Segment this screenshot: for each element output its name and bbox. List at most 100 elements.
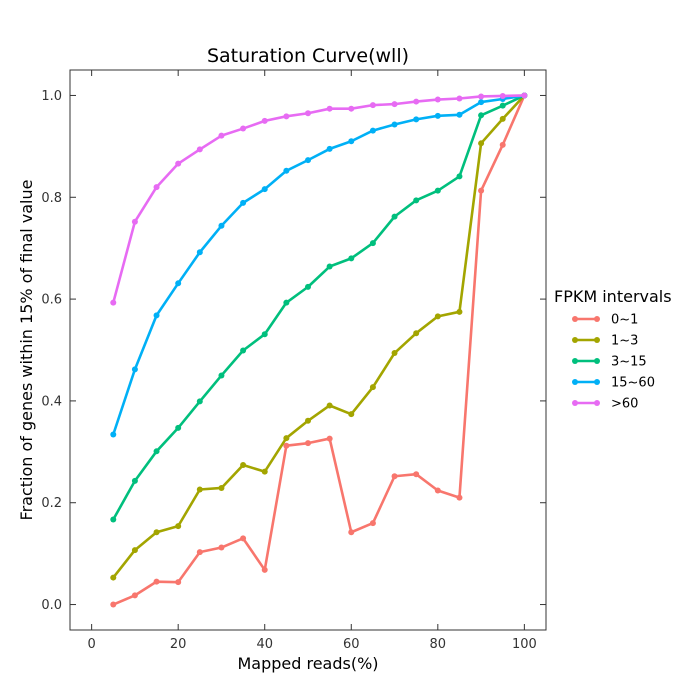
data-point (218, 222, 225, 229)
plot-frame (69, 69, 547, 631)
data-point (153, 312, 160, 319)
legend-label: 1~3 (611, 334, 638, 349)
series-2 (110, 92, 528, 581)
data-point (131, 218, 138, 225)
legend-swatch-point (572, 400, 578, 406)
y-tick-label: 0.8 (41, 191, 62, 206)
data-point (499, 141, 506, 148)
x-tick-label: 20 (170, 637, 187, 652)
data-point (369, 127, 376, 134)
data-point (521, 92, 528, 99)
data-point (305, 110, 311, 117)
data-point (131, 592, 138, 599)
data-point (153, 184, 160, 191)
data-point (348, 255, 355, 262)
data-point (131, 477, 138, 484)
data-point (175, 424, 182, 431)
legend-swatch-point (572, 379, 578, 385)
data-point (305, 283, 311, 290)
data-point (218, 372, 225, 379)
x-tick-label: 0 (87, 637, 95, 652)
data-point (499, 102, 506, 109)
data-point (369, 520, 376, 527)
chart-title: Saturation Curve(wll) (207, 45, 409, 67)
data-point (305, 157, 311, 164)
y-tick-label: 0.6 (41, 293, 62, 308)
data-point (283, 435, 290, 442)
y-tick-label: 0.2 (41, 496, 62, 511)
series-line (112, 94, 525, 435)
legend-item: 15~60 (572, 376, 655, 391)
data-point (196, 486, 203, 493)
data-point (348, 529, 355, 536)
series-line (112, 94, 525, 521)
legend-swatch-point (572, 316, 578, 322)
data-point (348, 105, 355, 112)
x-axis-label: Mapped reads(%) (237, 654, 378, 673)
data-point (175, 523, 182, 530)
data-point (110, 431, 117, 438)
legend-item: >60 (572, 397, 638, 412)
data-point (196, 146, 203, 153)
data-point (196, 249, 203, 256)
data-point (153, 578, 160, 585)
data-point (456, 308, 463, 315)
y-tick-label: 0.4 (41, 394, 62, 409)
series-3 (110, 92, 528, 523)
data-point (240, 199, 247, 206)
data-point (131, 547, 138, 554)
data-point (348, 411, 355, 418)
legend-swatch-point (594, 400, 600, 406)
series-line (112, 94, 526, 606)
data-point (326, 402, 333, 409)
legend-swatch-point (572, 337, 578, 343)
data-point (110, 574, 117, 581)
data-point (434, 313, 441, 320)
data-point (261, 186, 268, 193)
x-axis-ticks: 0 20 40 60 80 100 (87, 70, 537, 652)
data-point (153, 448, 160, 455)
x-tick-label: 80 (430, 637, 447, 652)
data-point (369, 102, 376, 109)
data-point (326, 263, 333, 270)
data-point (305, 417, 311, 424)
legend-item: 0~1 (572, 313, 638, 328)
data-point (110, 299, 117, 306)
x-tick-label: 100 (512, 637, 537, 652)
data-point (240, 347, 247, 354)
data-point (110, 516, 117, 523)
data-point (434, 112, 441, 119)
data-point (283, 442, 290, 449)
data-point (478, 140, 485, 147)
data-point (456, 494, 463, 501)
data-point (478, 112, 485, 119)
data-point (413, 197, 420, 204)
series-5 (110, 92, 528, 306)
legend-swatch-point (594, 316, 600, 322)
data-point (391, 473, 398, 480)
data-point (326, 145, 333, 152)
data-point (391, 350, 398, 357)
legend-swatch-point (594, 379, 600, 385)
data-point (413, 330, 420, 337)
legend-swatch-point (594, 337, 600, 343)
legend-item: 3~15 (572, 355, 647, 370)
data-point (326, 435, 333, 442)
data-point (175, 160, 182, 167)
data-point (196, 549, 203, 556)
y-axis-ticks: 0.0 0.2 0.4 0.6 0.8 1.0 (41, 89, 546, 613)
data-point (261, 117, 268, 124)
data-point (218, 484, 225, 491)
data-point (240, 125, 247, 132)
data-point (218, 132, 225, 139)
legend-swatch-point (572, 358, 578, 364)
data-point (369, 240, 376, 247)
data-point (434, 487, 441, 494)
data-point (261, 468, 268, 475)
data-point (240, 535, 247, 542)
data-point (499, 115, 506, 122)
data-point (413, 471, 420, 478)
data-point (283, 113, 290, 120)
data-point (499, 92, 506, 99)
